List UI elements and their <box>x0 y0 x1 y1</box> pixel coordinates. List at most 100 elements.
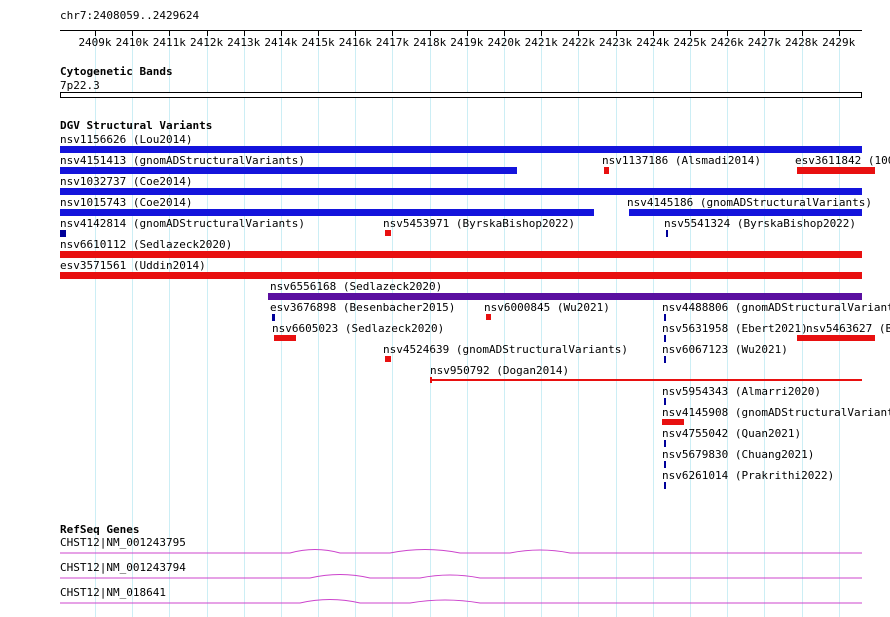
variant-label: nsv4488806 (gnomADStructuralVariants) <box>662 301 890 314</box>
variant-label: nsv4151413 (gnomADStructuralVariants) <box>60 154 306 167</box>
variant-label: nsv6000845 (Wu2021) <box>484 301 610 314</box>
gridline <box>541 30 543 617</box>
gene-model[interactable] <box>60 570 862 582</box>
variant-bar[interactable] <box>60 167 517 174</box>
variant-bar[interactable] <box>666 230 668 237</box>
variant-bar[interactable] <box>274 335 296 341</box>
ruler-tick-label: 2428k <box>784 36 819 49</box>
ruler-tick-label: 2419k <box>450 36 484 49</box>
variant-bar[interactable] <box>60 272 862 279</box>
variant-bar[interactable] <box>60 146 862 153</box>
gridline <box>392 30 394 617</box>
ruler-tick-label: 2429k <box>822 36 856 49</box>
gridline <box>801 30 803 617</box>
variant-label: nsv6556168 (Sedlazeck2020) <box>270 280 443 293</box>
variant-label: nsv5541324 (ByrskaBishop2022) <box>664 217 857 230</box>
ruler-tick-mark <box>466 30 468 36</box>
gridline <box>466 30 468 617</box>
ruler-tick-label: 2414k <box>264 36 298 49</box>
ruler-tick-label: 2420k <box>487 36 521 49</box>
ruler-tick-mark <box>764 30 766 36</box>
variant-label: esv3571561 (Uddin2014) <box>60 259 206 272</box>
ruler-tick-label: 2415k <box>301 36 335 49</box>
variant-label: nsv5631958 (Ebert2021) <box>662 322 808 335</box>
ruler-tick-label: 2423k <box>599 36 633 49</box>
ruler-tick-label: 2410k <box>115 36 149 49</box>
variant-bar[interactable] <box>60 230 66 237</box>
ruler-tick-label: 2427k <box>747 36 781 49</box>
variant-bar[interactable] <box>664 482 666 489</box>
gene-line[interactable] <box>60 599 862 604</box>
ruler-tick-mark <box>429 30 431 36</box>
variant-bar[interactable] <box>60 188 862 195</box>
gridline <box>504 30 506 617</box>
variant-bar[interactable] <box>662 419 684 425</box>
ruler-tick-mark <box>132 30 134 36</box>
ruler-tick-mark <box>95 30 96 36</box>
variant-label: nsv1032737 (Coe2014) <box>60 175 193 188</box>
variant-bar[interactable] <box>60 251 862 258</box>
ruler-tick-mark <box>615 30 617 36</box>
ruler-tick-mark <box>243 30 245 36</box>
variant-bar[interactable] <box>272 314 275 321</box>
ruler-tick-label: 2422k <box>561 36 595 49</box>
variant-bar[interactable] <box>604 167 609 174</box>
variant-label: nsv1156626 (Lou2014) <box>60 133 193 146</box>
gridline <box>355 30 357 617</box>
gene-model[interactable] <box>60 595 862 607</box>
gridline <box>95 30 96 617</box>
ruler-tick-mark <box>838 30 840 36</box>
variant-bar[interactable] <box>664 356 666 363</box>
ruler-tick-mark <box>318 30 320 36</box>
gene-line[interactable] <box>60 574 862 579</box>
gene-label: CHST12|NM_001243795 <box>60 536 186 549</box>
gridline <box>689 30 691 617</box>
variant-bar[interactable] <box>629 209 862 216</box>
variant-label: nsv5679830 (Chuang2021) <box>662 448 815 461</box>
variant-bar[interactable] <box>797 335 875 341</box>
variant-label: nsv4755042 (Quan2021) <box>662 427 802 440</box>
gridline <box>132 30 134 617</box>
variant-label: nsv950792 (Dogan2014) <box>430 364 570 377</box>
ruler-tick-mark <box>727 30 729 36</box>
ruler-tick-label: 2417k <box>375 36 410 49</box>
ruler-tick-mark <box>801 30 803 36</box>
variant-bar[interactable] <box>486 314 491 320</box>
gridline <box>652 30 654 617</box>
variant-label: nsv4142814 (gnomADStructuralVariants) <box>60 217 306 230</box>
variant-bar[interactable] <box>664 461 666 468</box>
ruler-tick-label: 2416k <box>338 36 372 49</box>
variant-bar[interactable] <box>797 167 875 174</box>
variant-label: nsv5453971 (ByrskaBishop2022) <box>383 217 576 230</box>
variant-label: nsv6605023 (Sedlazeck2020) <box>272 322 445 335</box>
variant-label: nsv4145908 (gnomADStructuralVariants) <box>662 406 890 419</box>
ruler-tick-mark <box>504 30 506 36</box>
ruler-tick-label: 2409k <box>78 36 112 49</box>
variant-bar[interactable] <box>385 230 391 236</box>
variant-bar[interactable] <box>664 440 666 447</box>
variant-label: nsv5954343 (Almarri2020) <box>662 385 821 398</box>
variant-bar[interactable] <box>664 335 666 342</box>
ruler-tick-label: 2412k <box>189 36 224 49</box>
variant-label: esv3611842 (1000G <box>795 154 890 167</box>
variant-bar[interactable] <box>385 356 391 362</box>
gridline <box>578 30 580 617</box>
ruler-tick-label: 2424k <box>636 36 670 49</box>
variant-bar[interactable] <box>664 314 666 321</box>
ruler-tick-mark <box>355 30 357 36</box>
ruler-tick-label: 2411k <box>152 36 186 49</box>
variant-bar[interactable] <box>430 379 862 381</box>
ruler-tick-mark <box>280 30 282 36</box>
variant-bar[interactable] <box>268 293 862 300</box>
variant-bar[interactable] <box>60 209 594 216</box>
cytoband-glyph[interactable] <box>60 92 862 98</box>
variant-bar[interactable] <box>664 398 666 405</box>
variant-label: nsv6610112 (Sedlazeck2020) <box>60 238 233 251</box>
gridline <box>727 30 729 617</box>
gene-line[interactable] <box>60 549 862 554</box>
gene-model[interactable] <box>60 545 862 557</box>
region-label: chr7:2408059..2429624 <box>60 9 200 22</box>
variant-label: nsv4145186 (gnomADStructuralVariants) <box>627 196 873 209</box>
cytoband-label: 7p22.3 <box>60 79 100 92</box>
